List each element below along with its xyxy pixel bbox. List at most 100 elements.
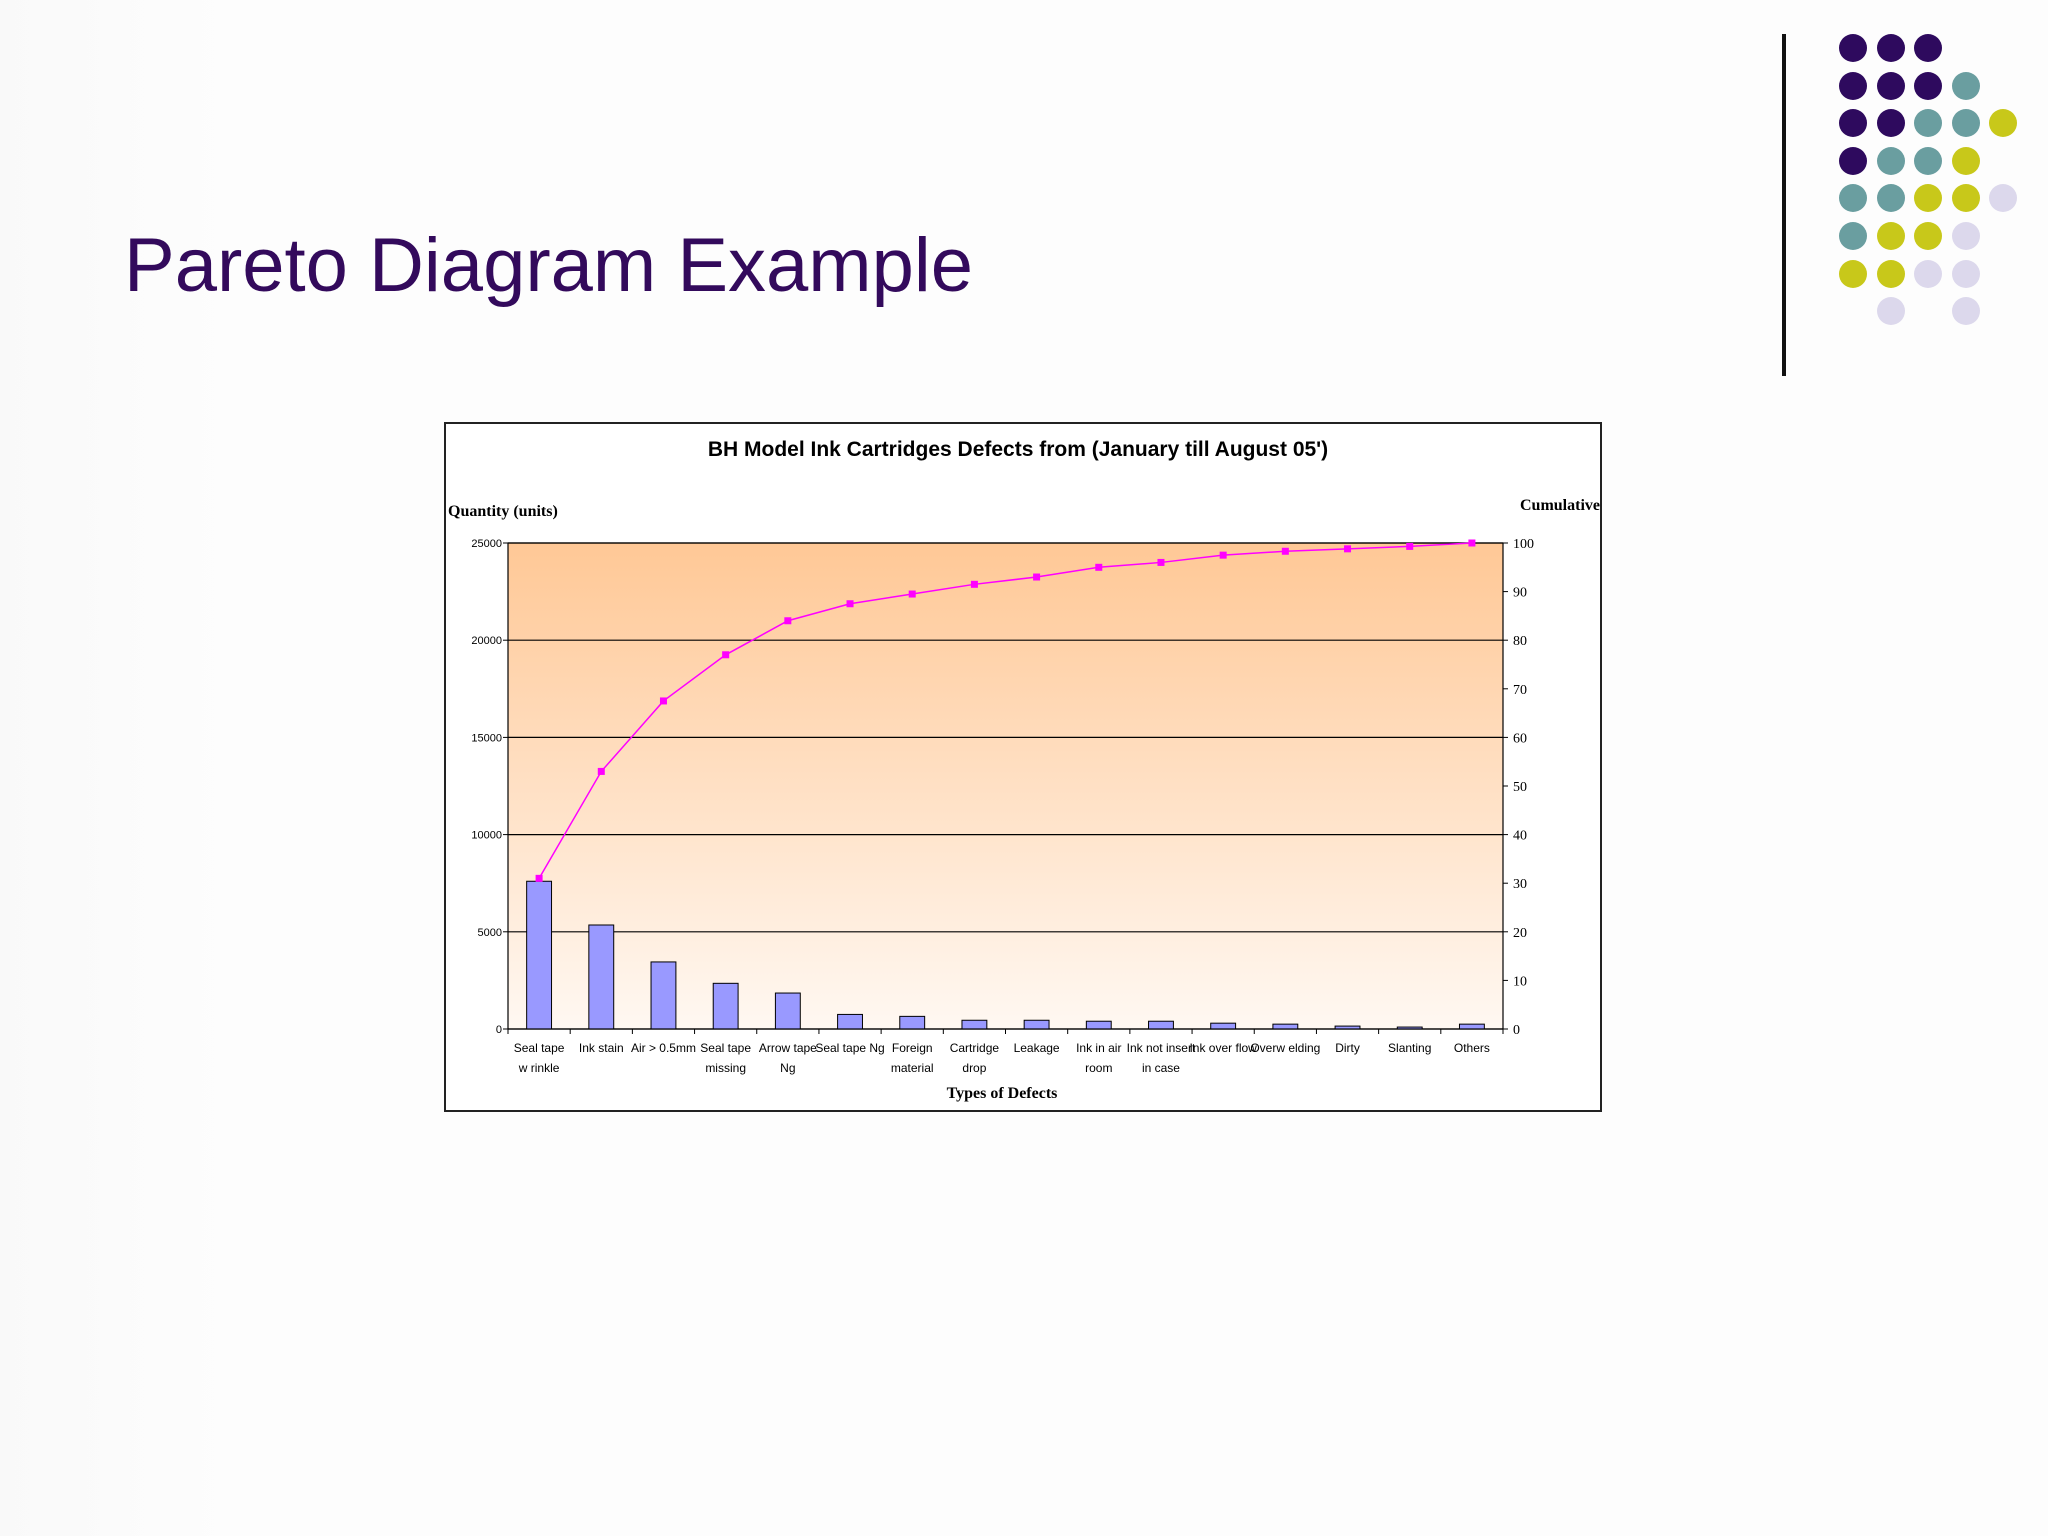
bar bbox=[899, 1015, 926, 1030]
axes: 0 5000 10000 15000 20000 25000 0 10 20 30 40 50 60 70… bbox=[471, 537, 1534, 1075]
cumulative-point bbox=[1406, 542, 1414, 550]
decorative-dot bbox=[1989, 109, 2018, 138]
cumulative-point bbox=[535, 874, 543, 882]
x-category-label: Slanting bbox=[1388, 1041, 1431, 1055]
bar bbox=[526, 880, 553, 1030]
decorative-dot bbox=[1876, 184, 1905, 213]
x-category-label-line: Dirty bbox=[1335, 1041, 1360, 1055]
bar bbox=[1210, 1022, 1237, 1030]
decorative-dot bbox=[1914, 109, 1943, 138]
decorative-dot bbox=[1914, 184, 1943, 213]
y2-tick-label: 100 bbox=[1513, 537, 1534, 552]
y-tick-label: 10000 bbox=[471, 830, 502, 842]
x-category-label-line: material bbox=[891, 1061, 934, 1075]
decorative-dot bbox=[1876, 34, 1905, 62]
x-category-label-line: Ink in air bbox=[1076, 1041, 1121, 1055]
y-tick-label: 0 bbox=[496, 1024, 502, 1036]
x-category-label-line: Ink over flow bbox=[1189, 1041, 1257, 1055]
bar bbox=[1023, 1019, 1050, 1030]
decorative-dot bbox=[1914, 34, 1943, 62]
cumulative-point bbox=[597, 767, 605, 775]
y2-tick-label: 60 bbox=[1513, 731, 1527, 746]
y2-tick-label: 90 bbox=[1513, 586, 1527, 601]
decorative-dot bbox=[1839, 184, 1867, 213]
y-tick-label: 15000 bbox=[471, 732, 502, 744]
bar bbox=[1148, 1020, 1174, 1030]
y-axis-label: Quantity (units) bbox=[448, 503, 558, 520]
x-category-label: Seal tape w rinkle bbox=[514, 1041, 565, 1075]
x-category-label: Arrow tape Ng bbox=[759, 1041, 817, 1075]
x-category-label: Dirty bbox=[1335, 1041, 1360, 1055]
decorative-dot bbox=[1951, 146, 1980, 175]
decorative-dot bbox=[1839, 222, 1867, 250]
decorative-dot bbox=[1876, 222, 1905, 250]
x-category-label-line: w rinkle bbox=[518, 1061, 560, 1075]
decorative-dot bbox=[1989, 184, 2018, 213]
bar bbox=[961, 1019, 988, 1030]
decorative-dot bbox=[1951, 71, 1980, 100]
x-category-label: Ink over flow bbox=[1189, 1041, 1257, 1055]
bar bbox=[1085, 1020, 1112, 1030]
cumulative-point bbox=[784, 617, 792, 625]
decorative-dot bbox=[1839, 109, 1867, 138]
x-category-label-line: Seal tape bbox=[700, 1041, 751, 1055]
cumulative-line bbox=[538, 542, 1472, 879]
cumulative-point bbox=[722, 651, 730, 659]
y2-axis-label: Cumulative % bbox=[1520, 497, 1600, 514]
x-category-label: Foreign material bbox=[891, 1041, 934, 1075]
cumulative-point bbox=[1219, 551, 1227, 559]
bar bbox=[837, 1013, 863, 1030]
x-category-label-line: Overw elding bbox=[1250, 1041, 1320, 1055]
x-category-label-line: missing bbox=[705, 1061, 746, 1075]
y-tick-label: 5000 bbox=[478, 927, 502, 939]
decorative-dot bbox=[1951, 259, 1980, 288]
y-tick-label: 25000 bbox=[471, 538, 502, 550]
decorative-dot bbox=[1951, 109, 1980, 138]
decorative-dot bbox=[1876, 146, 1905, 175]
y2-tick-label: 10 bbox=[1513, 974, 1527, 989]
x-category-label-line: in case bbox=[1142, 1061, 1180, 1075]
y2-tick-label: 20 bbox=[1513, 926, 1527, 941]
decorative-dot bbox=[1839, 71, 1867, 100]
x-category-label-line: Leakage bbox=[1014, 1041, 1060, 1055]
slide-background-tint bbox=[0, 0, 230, 1536]
cumulative-point bbox=[908, 590, 916, 598]
cumulative-point bbox=[1033, 573, 1041, 581]
x-category-label: Overw elding bbox=[1250, 1041, 1320, 1055]
bar bbox=[1458, 1023, 1485, 1030]
x-category-label-line: Seal tape Ng bbox=[815, 1041, 884, 1055]
cumulative-line-series bbox=[535, 539, 1476, 882]
bar bbox=[1272, 1023, 1299, 1030]
x-category-label-line: Arrow tape bbox=[759, 1041, 817, 1055]
decorative-dot bbox=[1876, 109, 1905, 138]
x-category-label-line: Ink not insert bbox=[1127, 1041, 1196, 1055]
pareto-chart-frame: 0 5000 10000 15000 20000 25000 0 10 20 30 40 50 60 70… bbox=[444, 422, 1602, 1112]
decorative-dot bbox=[1876, 259, 1905, 288]
cumulative-point bbox=[1157, 558, 1165, 566]
decorative-dot bbox=[1951, 222, 1980, 250]
pareto-chart: 0 5000 10000 15000 20000 25000 0 10 20 30 40 50 60 70… bbox=[448, 438, 1600, 1102]
y2-tick-label: 80 bbox=[1513, 634, 1527, 649]
decorative-dot bbox=[1839, 34, 1867, 62]
x-category-label-line: Foreign bbox=[892, 1041, 933, 1055]
x-category-label: Others bbox=[1454, 1041, 1490, 1055]
decorative-dot bbox=[1951, 297, 1980, 326]
x-category-label: Air > 0.5mm bbox=[631, 1041, 696, 1055]
x-category-label-line: Others bbox=[1454, 1041, 1490, 1055]
x-category-label-line: Ng bbox=[780, 1061, 795, 1075]
x-category-label-line: drop bbox=[962, 1061, 986, 1075]
x-category-label-line: Slanting bbox=[1388, 1041, 1431, 1055]
bar bbox=[774, 992, 801, 1030]
decorative-dot bbox=[1876, 71, 1905, 100]
y2-tick-label: 0 bbox=[1513, 1023, 1520, 1038]
x-category-label-line: Ink stain bbox=[579, 1041, 624, 1055]
decorative-dot bbox=[1876, 297, 1905, 326]
decorative-dot bbox=[1914, 259, 1943, 288]
decorative-dot bbox=[1914, 146, 1943, 175]
cumulative-point bbox=[970, 580, 978, 588]
x-axis-label: Types of Defects bbox=[947, 1085, 1058, 1102]
chart-title: BH Model Ink Cartridges Defects from (Ja… bbox=[708, 438, 1328, 461]
decorative-dot bbox=[1839, 146, 1867, 175]
y2-tick-label: 30 bbox=[1513, 877, 1527, 892]
cumulative-point bbox=[1468, 539, 1476, 547]
